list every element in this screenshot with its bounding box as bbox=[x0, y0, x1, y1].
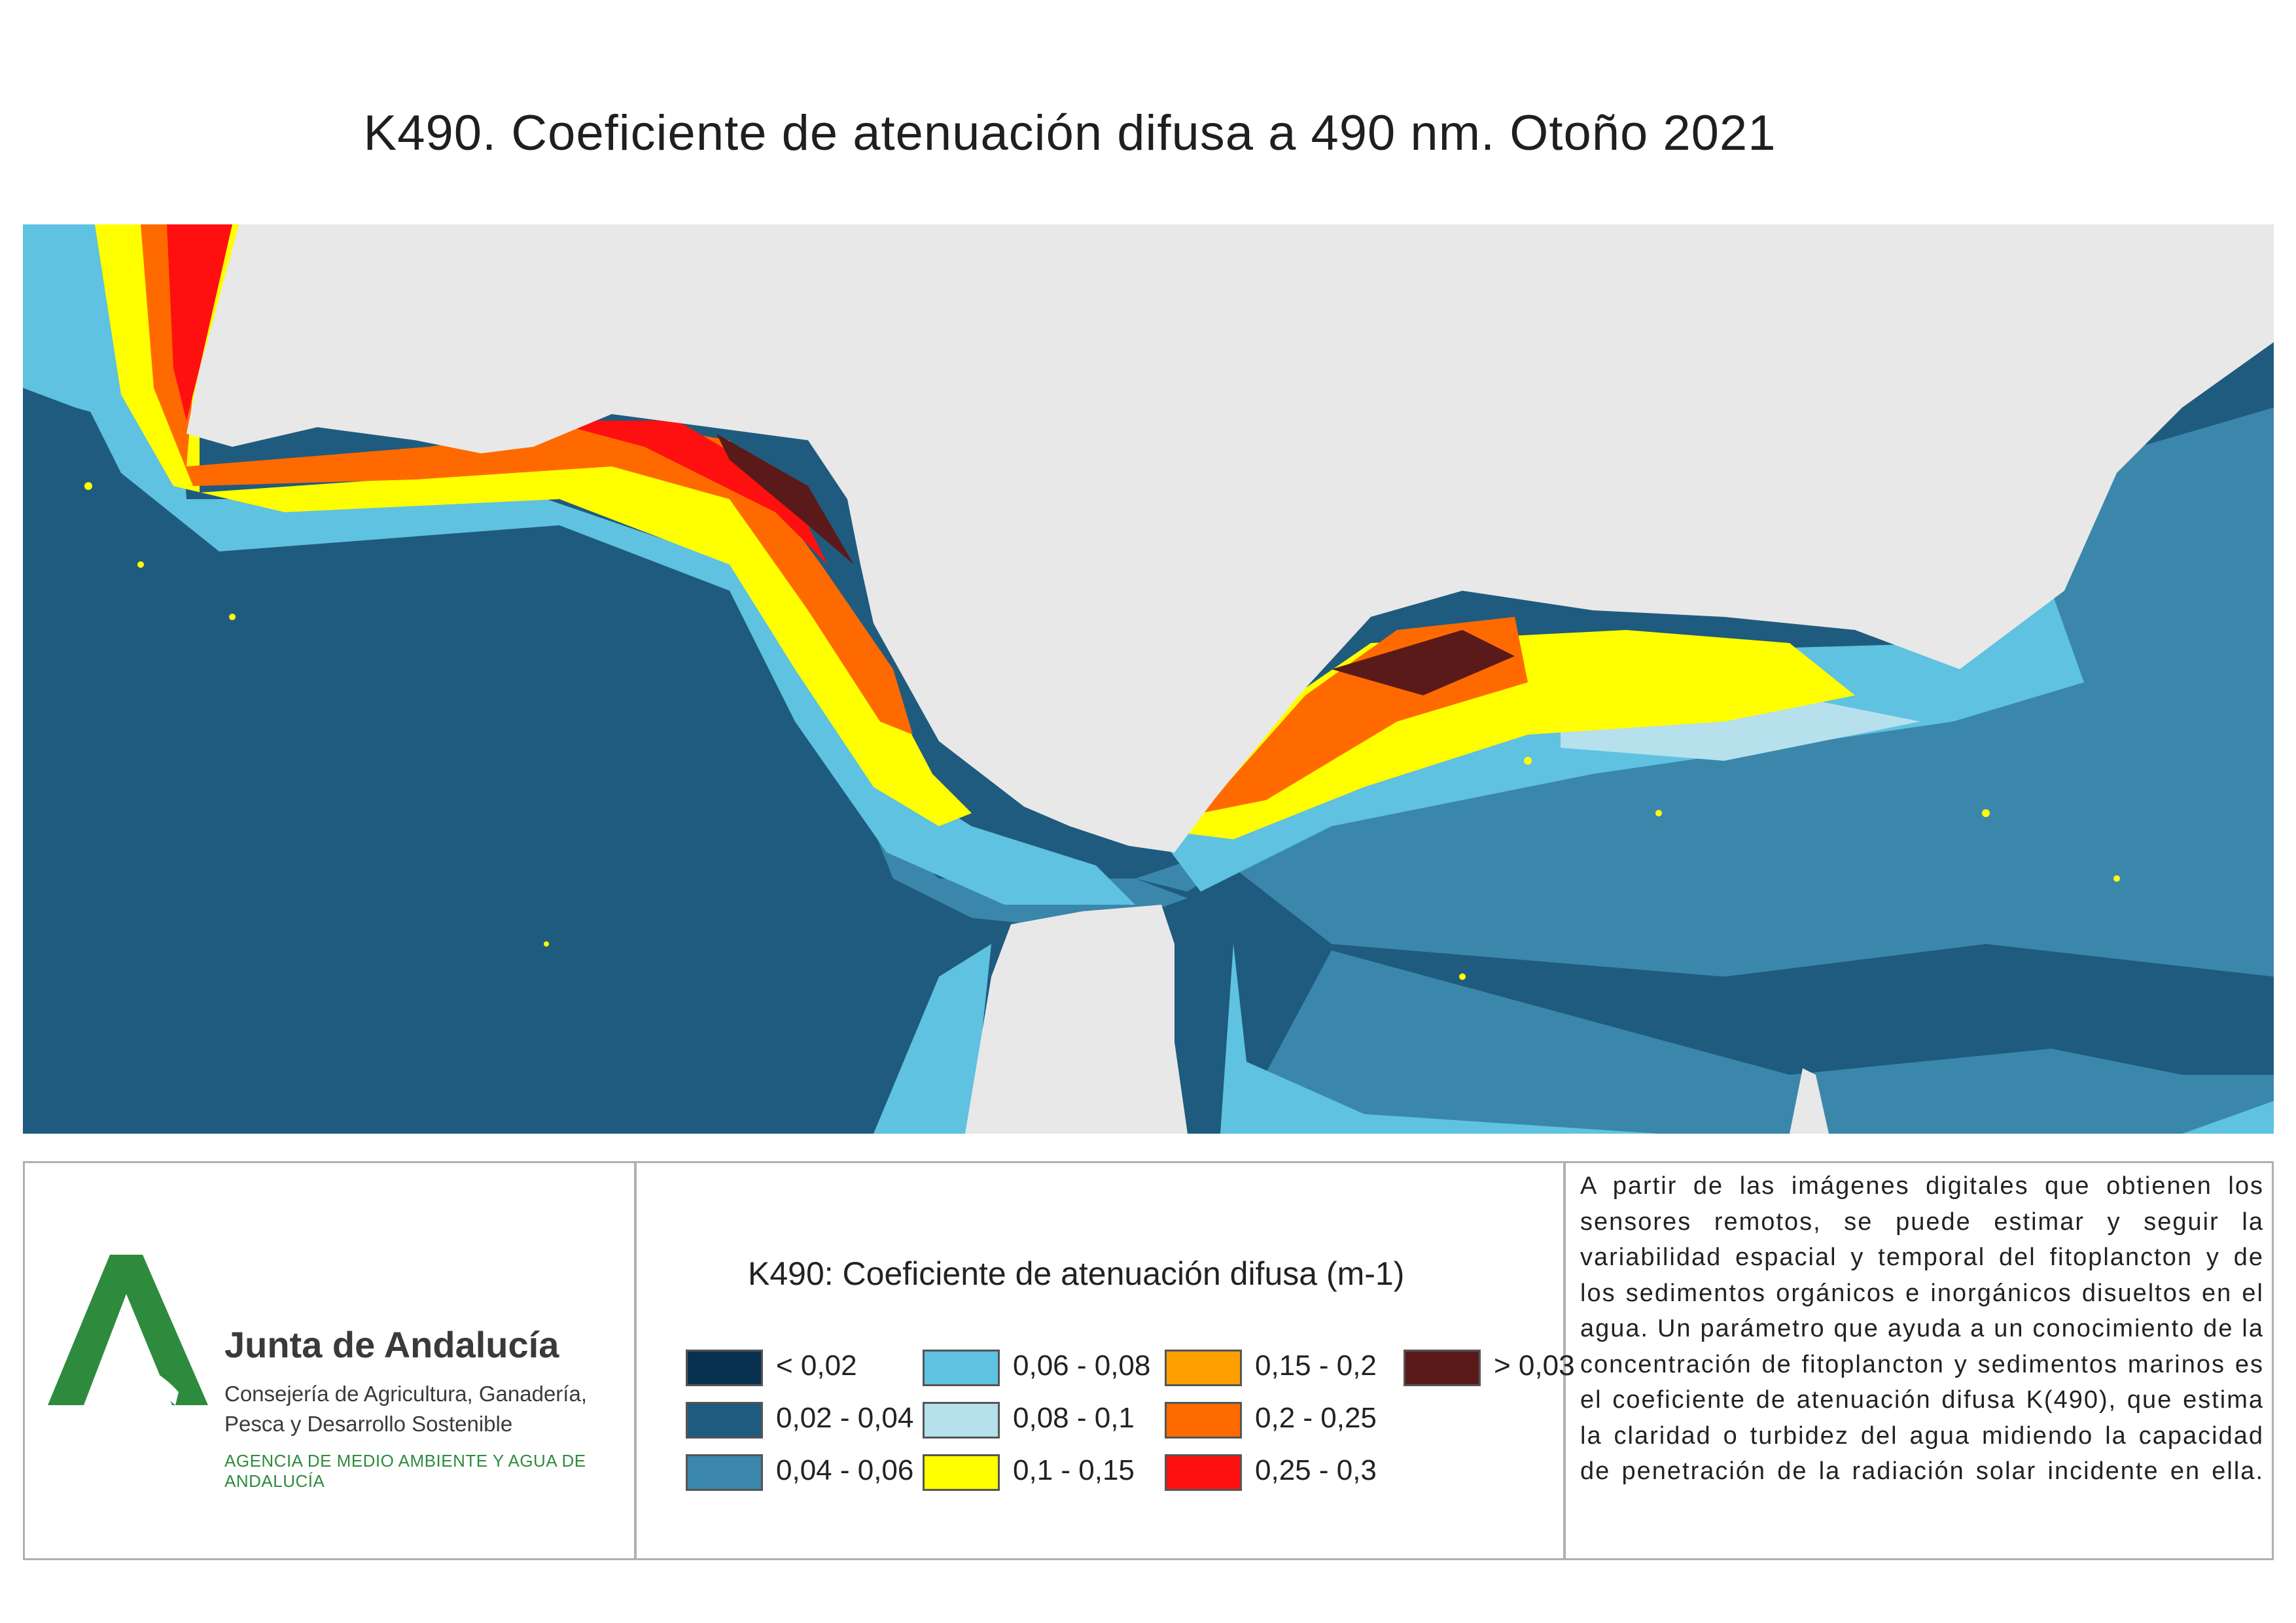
k490-map bbox=[23, 224, 2274, 1134]
legend-label-9: 0,25 - 0,3 bbox=[1255, 1454, 1377, 1486]
legend-swatch-7 bbox=[1165, 1350, 1242, 1386]
department-line-1: Consejería de Agricultura, Ganadería, bbox=[224, 1382, 587, 1406]
legend-label-4: 0,06 - 0,08 bbox=[1013, 1350, 1151, 1382]
scattered-turbid-pixels bbox=[84, 482, 2120, 980]
legend-swatch-2 bbox=[686, 1402, 763, 1439]
legend-swatch-4 bbox=[923, 1350, 1000, 1386]
info-panel: Junta de Andalucía Consejería de Agricul… bbox=[23, 1161, 2274, 1560]
legend-swatch-6 bbox=[923, 1454, 1000, 1491]
description-cell: A partir de las imágenes digitales que o… bbox=[1566, 1163, 2276, 1558]
junta-andalucia-logo bbox=[48, 1255, 208, 1405]
mediterranean-water bbox=[1135, 408, 2274, 977]
legend-cell: K490: Coeficiente de atenuación difusa (… bbox=[637, 1163, 1575, 1558]
legend-swatch-10 bbox=[1404, 1350, 1481, 1386]
alboran-south bbox=[1233, 951, 2274, 1134]
legend-label-5: 0,08 - 0,1 bbox=[1013, 1402, 1135, 1434]
legend-swatch-3 bbox=[686, 1454, 763, 1491]
org-name: Junta de Andalucía bbox=[224, 1324, 559, 1365]
legend-label-2: 0,02 - 0,04 bbox=[776, 1402, 914, 1434]
cape-tres-forcas-land bbox=[1790, 1068, 1829, 1134]
legend-swatch-9 bbox=[1165, 1454, 1242, 1491]
org-department: Consejería de Agricultura, Ganadería, Pe… bbox=[224, 1379, 630, 1439]
legend-label-7: 0,15 - 0,2 bbox=[1255, 1350, 1377, 1382]
max-turbidity-coast bbox=[716, 434, 854, 565]
department-line-2: Pesca y Desarrollo Sostenible bbox=[224, 1412, 513, 1436]
legend-label-6: 0,1 - 0,15 bbox=[1013, 1454, 1135, 1486]
legend-swatch-1 bbox=[686, 1350, 763, 1386]
legend-label-8: 0,2 - 0,25 bbox=[1255, 1402, 1377, 1434]
very-high-turbidity-west bbox=[167, 224, 232, 421]
legend-label-3: 0,04 - 0,06 bbox=[776, 1454, 914, 1486]
north-africa-land bbox=[965, 905, 1188, 1134]
portugal-coast-band bbox=[23, 224, 121, 421]
logo-cell: Junta de Andalucía Consejería de Agricul… bbox=[25, 1163, 637, 1558]
max-turbidity-malaga bbox=[1332, 630, 1515, 695]
legend-label-1: < 0,02 bbox=[776, 1350, 857, 1382]
legend-swatch-8 bbox=[1165, 1402, 1242, 1439]
legend-swatch-5 bbox=[923, 1402, 1000, 1439]
description-text: A partir de las imágenes digitales que o… bbox=[1580, 1172, 2264, 1485]
iberian-peninsula-land bbox=[186, 224, 2274, 852]
legend-title: K490: Coeficiente de atenuación difusa (… bbox=[748, 1255, 1405, 1292]
morocco-atlantic-band bbox=[874, 944, 991, 1134]
legend-label-10: > 0,03 bbox=[1494, 1350, 1575, 1382]
map-title: K490. Coeficiente de atenuación difusa a… bbox=[363, 105, 1776, 161]
africa-coastal-band bbox=[1220, 944, 2274, 1134]
map-frame[interactable] bbox=[23, 224, 2274, 1134]
org-agency: AGENCIA DE MEDIO AMBIENTE Y AGUA DE ANDA… bbox=[224, 1451, 586, 1491]
